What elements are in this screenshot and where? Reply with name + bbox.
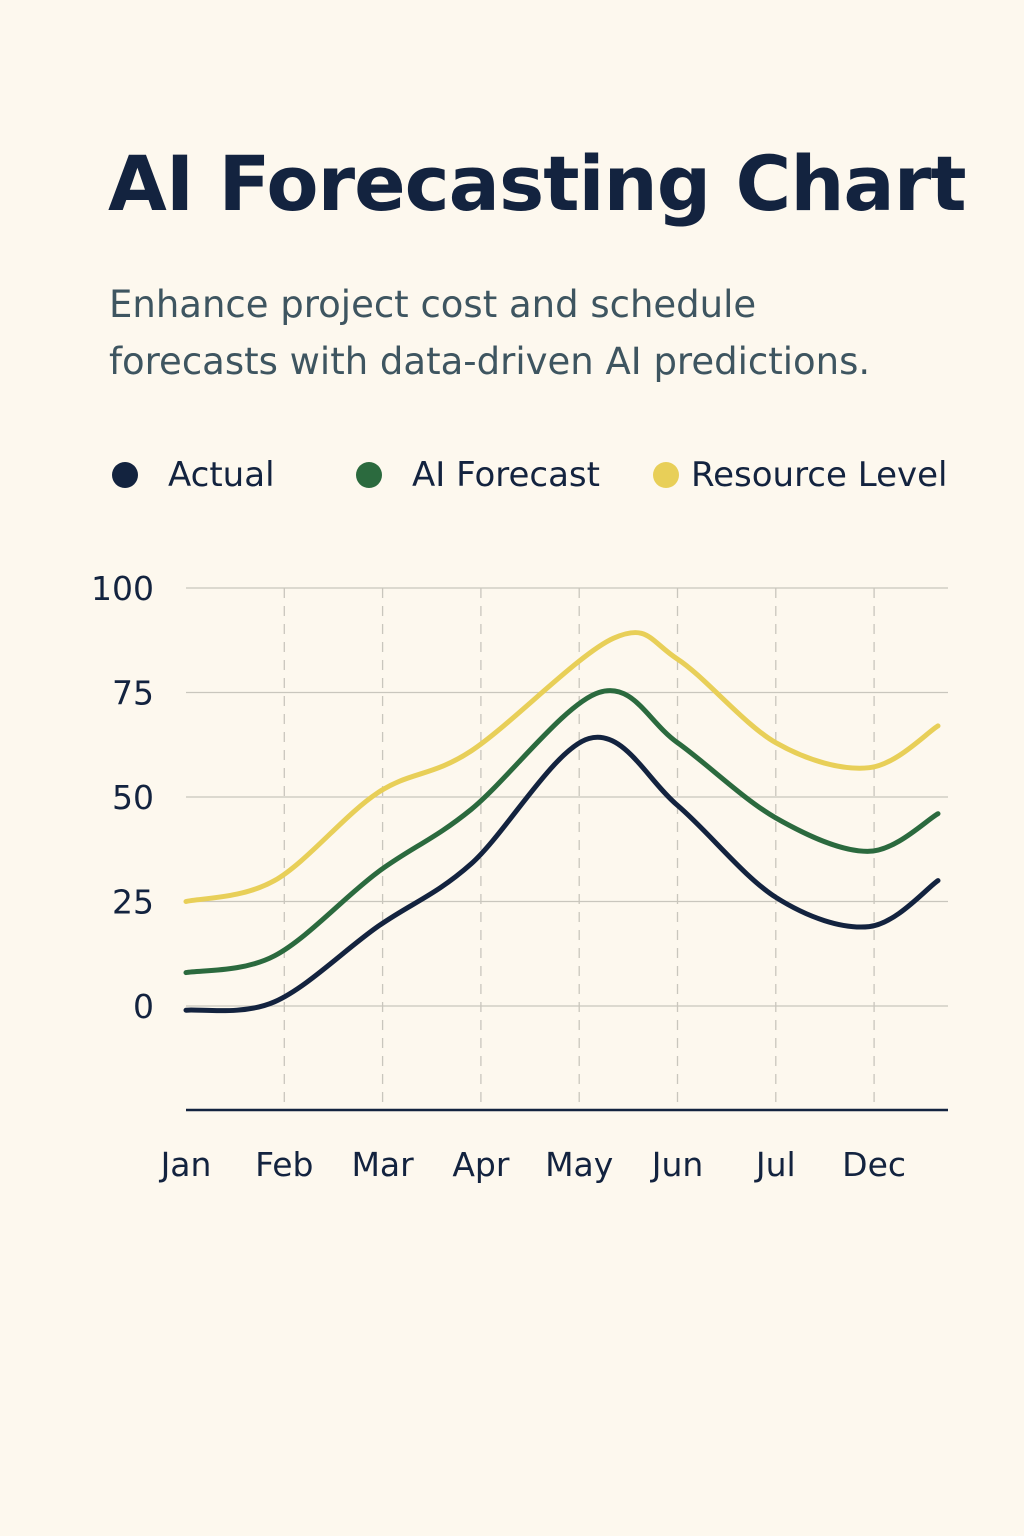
legend-item-resource-level: Resource Level: [653, 450, 947, 500]
y-tick-label-25: 25: [112, 883, 154, 922]
chart-legend: Actual AI Forecast Resource Level: [0, 450, 1024, 500]
legend-item-ai-forecast: AI Forecast: [356, 450, 600, 500]
series-line-ai-forecast: [183, 688, 941, 976]
x-tick-label-may: May: [545, 1145, 613, 1184]
series-line-actual: [183, 734, 941, 1014]
legend-dot-resource-level-icon: [653, 462, 679, 488]
legend-dot-ai-forecast-icon: [356, 462, 382, 488]
legend-label-ai-forecast: AI Forecast: [412, 455, 600, 495]
y-tick-label-75: 75: [112, 674, 154, 713]
page-title: AI Forecasting Chart: [108, 139, 967, 228]
series-line-resource-level: [183, 630, 941, 904]
x-tick-label-jul: Jul: [754, 1145, 796, 1184]
x-tick-label-mar: Mar: [351, 1145, 414, 1184]
x-tick-label-jan: Jan: [159, 1145, 212, 1184]
x-tick-label-dec: Dec: [842, 1145, 906, 1184]
x-tick-label-jun: Jun: [650, 1145, 704, 1184]
y-tick-label-50: 50: [112, 778, 154, 817]
y-tick-label-100: 100: [91, 569, 154, 608]
legend-dot-actual-icon: [112, 462, 138, 488]
x-tick-label-apr: Apr: [452, 1145, 510, 1184]
legend-label-resource-level: Resource Level: [691, 455, 948, 495]
y-tick-label-0: 0: [133, 987, 154, 1026]
legend-item-actual: Actual: [112, 450, 275, 500]
forecast-line-chart: 0 25 50 75 100 Jan Feb Mar Apr May Jun Jul Dec: [91, 569, 948, 1184]
legend-label-actual: Actual: [168, 455, 275, 495]
page-subtitle: Enhance project cost and schedule foreca…: [109, 283, 871, 383]
x-tick-label-feb: Feb: [255, 1145, 313, 1184]
